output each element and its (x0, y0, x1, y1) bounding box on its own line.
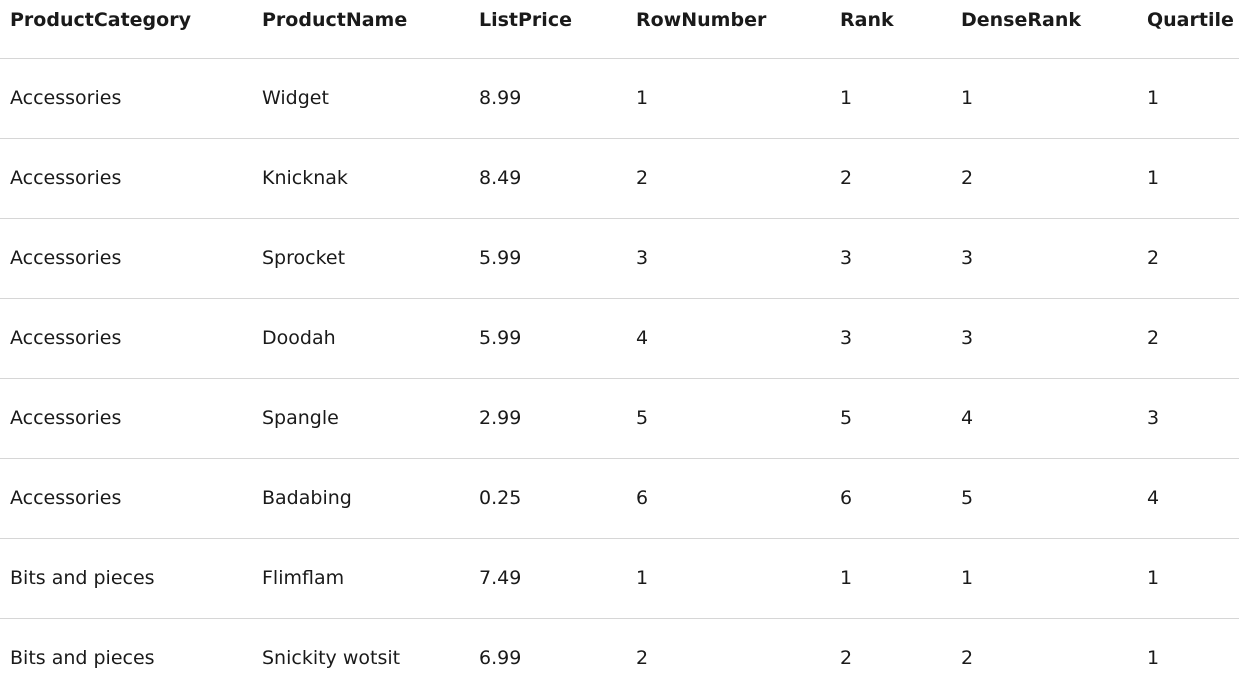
cell-productcategory: Bits and pieces (10, 647, 155, 669)
cell-rank: 6 (830, 458, 951, 539)
table-row: Accessories Doodah 5.99 4 3 3 2 (0, 298, 1239, 379)
column-header-productname: ProductName (252, 0, 469, 59)
cell-productname: Snickity wotsit (262, 647, 401, 669)
cell-listprice: 5.99 (469, 298, 626, 379)
cell-productcategory: Accessories (0, 378, 252, 459)
cell-rank: 3 (830, 218, 951, 299)
cell-quartile: 3 (1137, 378, 1239, 459)
cell-listprice: 0.25 (469, 458, 626, 539)
table-body: Accessories Widget 8.99 1 1 1 1 Accessor… (0, 58, 1239, 688)
cell-rownumber: 1 (626, 58, 830, 139)
cell-productname: Sprocket (252, 218, 469, 299)
column-header-denserank: DenseRank (951, 0, 1137, 59)
table-row: Bits and pieces Flimflam 7.49 1 1 1 1 (0, 538, 1239, 619)
cell-quartile: 1 (1137, 138, 1239, 219)
table-row: Accessories Spangle 2.99 5 5 4 3 (0, 378, 1239, 459)
cell-productcategory: Accessories (0, 298, 252, 379)
header-row: ProductCategory ProductName ListPrice Ro… (0, 0, 1239, 59)
cell-productname: Spangle (252, 378, 469, 459)
table-row: Accessories Badabing 0.25 6 6 5 4 (0, 458, 1239, 539)
table-row: Accessories Widget 8.99 1 1 1 1 (0, 58, 1239, 139)
column-header-rank: Rank (830, 0, 951, 59)
cell-listprice: 8.49 (469, 138, 626, 219)
cell-listprice: 2.99 (469, 378, 626, 459)
column-header-quartile: Quartile (1137, 0, 1239, 59)
cell-rownumber: 1 (626, 538, 830, 619)
cell-rank: 3 (830, 298, 951, 379)
cell-listprice: 8.99 (469, 58, 626, 139)
cell-denserank: 1 (951, 58, 1137, 139)
cell-productcategory: Accessories (0, 218, 252, 299)
cell-rownumber: 6 (626, 458, 830, 539)
cell-listprice: 7.49 (469, 538, 626, 619)
cell-denserank: 3 (951, 218, 1137, 299)
cell-rank: 2 (830, 138, 951, 219)
cell-productcategory: Bits and pieces (0, 538, 252, 619)
cell-rownumber: 3 (626, 218, 830, 299)
cell-denserank: 2 (961, 647, 974, 669)
cell-denserank: 3 (951, 298, 1137, 379)
table-header: ProductCategory ProductName ListPrice Ro… (0, 0, 1239, 59)
cell-quartile: 2 (1137, 298, 1239, 379)
cell-listprice: 6.99 (479, 647, 522, 669)
cell-rownumber: 5 (626, 378, 830, 459)
cell-denserank: 2 (951, 138, 1137, 219)
cell-denserank: 4 (951, 378, 1137, 459)
cell-denserank: 5 (951, 458, 1137, 539)
table-row: Accessories Knicknak 8.49 2 2 2 1 (0, 138, 1239, 219)
cell-listprice: 5.99 (469, 218, 626, 299)
cell-quartile: 1 (1147, 647, 1160, 669)
cell-quartile: 1 (1137, 538, 1239, 619)
cell-productname: Knicknak (252, 138, 469, 219)
cell-quartile: 4 (1137, 458, 1239, 539)
cell-quartile: 2 (1137, 218, 1239, 299)
cell-productname: Badabing (252, 458, 469, 539)
cell-rownumber: 2 (626, 138, 830, 219)
column-header-listprice: ListPrice (469, 0, 626, 59)
table-row: Bits and pieces Snickity wotsit 6.99 2 2… (0, 618, 1239, 688)
cell-productcategory: Accessories (0, 138, 252, 219)
cell-productname: Widget (252, 58, 469, 139)
cell-productname: Flimflam (252, 538, 469, 619)
cell-quartile: 1 (1137, 58, 1239, 139)
cell-rank: 1 (830, 538, 951, 619)
cell-productcategory: Accessories (0, 58, 252, 139)
column-header-rownumber: RowNumber (626, 0, 830, 59)
cell-rank: 5 (830, 378, 951, 459)
cell-rank: 1 (830, 58, 951, 139)
column-header-productcategory: ProductCategory (0, 0, 252, 59)
cell-denserank: 1 (951, 538, 1137, 619)
cell-productname: Doodah (252, 298, 469, 379)
cell-rank: 2 (840, 647, 853, 669)
cell-rownumber: 4 (626, 298, 830, 379)
cell-rownumber: 2 (636, 647, 649, 669)
table-row: Accessories Sprocket 5.99 3 3 3 2 (0, 218, 1239, 299)
cell-productcategory: Accessories (0, 458, 252, 539)
